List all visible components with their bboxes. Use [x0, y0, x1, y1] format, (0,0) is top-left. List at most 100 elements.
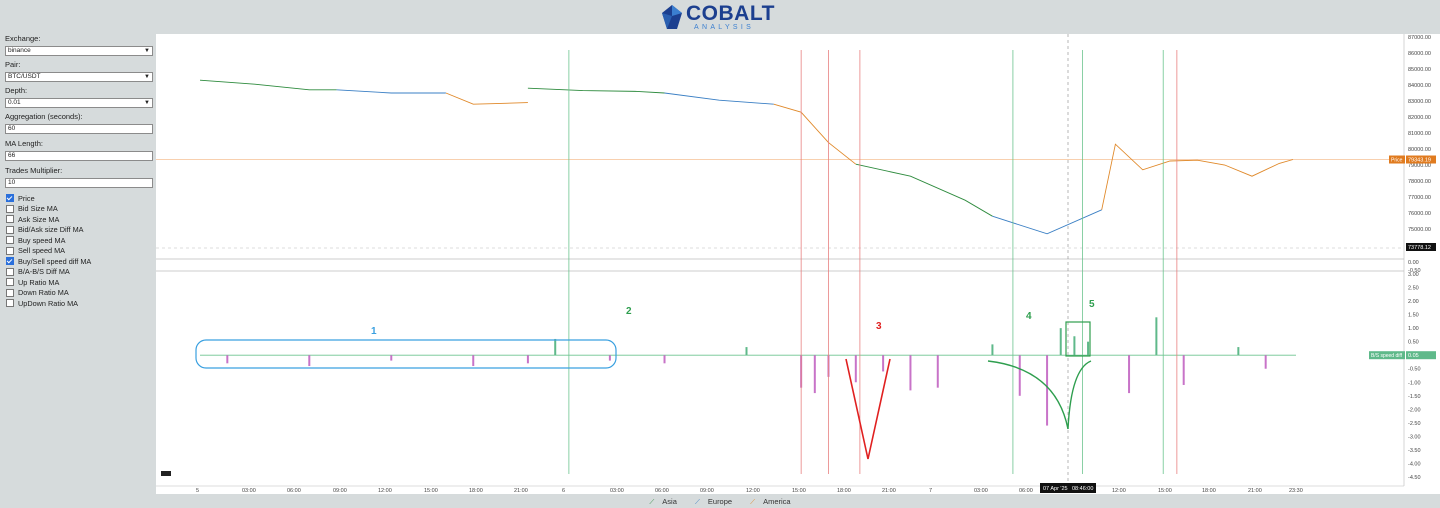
checkbox[interactable] [6, 204, 14, 213]
chevron-down-icon: ▼ [144, 48, 150, 54]
price-axis-tick: 77000.00 [1408, 195, 1431, 201]
indicator-bar [1073, 336, 1076, 356]
indicator-bar [991, 344, 994, 356]
indicator-label-badge [1369, 351, 1405, 360]
checkbox[interactable] [6, 225, 14, 234]
time-axis-tick: 15:00 [792, 488, 806, 494]
brand-name: COBALT [686, 2, 775, 25]
checkbox-row[interactable]: Bid Size MA [6, 204, 91, 215]
trades-multiplier-label: Trades Multiplier: [5, 166, 63, 175]
legend-label: America [763, 497, 791, 506]
checkbox-row[interactable]: Price [6, 193, 91, 204]
annotation-ellipse-1 [195, 339, 617, 369]
checkbox-row[interactable]: Buy speed MA [6, 235, 91, 246]
depth-select[interactable]: 0.01 ▼ [5, 98, 153, 108]
legend-item-europe[interactable]: ⟋ Europe [691, 497, 736, 506]
checkbox[interactable] [6, 236, 14, 245]
trades-multiplier-input[interactable]: 10 [5, 178, 153, 188]
time-axis-tick: 15:00 [424, 488, 438, 494]
checkbox[interactable] [6, 194, 14, 203]
time-axis-tick: 18:00 [469, 488, 483, 494]
checkbox-row[interactable]: B/A-B/S Diff MA [6, 267, 91, 278]
aggregation-field: Aggregation (seconds): 60 [5, 112, 153, 134]
indicator-bar [1087, 341, 1090, 356]
pair-select[interactable]: BTC/USDT ▼ [5, 72, 153, 82]
chart-area[interactable]: 87000.00 86000.00 85000.00 84000.00 83000.00… [156, 34, 1440, 494]
checkbox[interactable] [6, 278, 14, 287]
line-icon: ⟋ [649, 499, 655, 506]
exchange-select[interactable]: binance ▼ [5, 46, 153, 56]
checkbox[interactable] [6, 257, 14, 266]
annotation-curve [1067, 360, 1092, 430]
chevron-down-icon: ▼ [144, 100, 150, 106]
line-icon: ⟋ [694, 499, 700, 506]
checkbox-row[interactable]: Buy/Sell speed diff MA [6, 256, 91, 267]
indicator-axis-tick: -0.50 [1408, 367, 1421, 373]
pair-field: Pair: BTC/USDT ▼ [5, 60, 153, 82]
indicator-bar [936, 355, 939, 388]
checkbox-label: Bid Size MA [18, 204, 58, 214]
ma-length-input[interactable]: 66 [5, 151, 153, 161]
price-axis-tick: 86000.00 [1408, 51, 1431, 57]
time-axis-tick: 06:00 [1019, 488, 1033, 494]
legend-item-asia[interactable]: ⟋ Asia [645, 497, 681, 506]
checkbox[interactable] [6, 288, 14, 297]
price-label: Price [1391, 158, 1403, 164]
indicator-bar [1182, 355, 1185, 385]
checkbox-row[interactable]: Bid/Ask size Diff MA [6, 225, 91, 236]
checkbox[interactable] [6, 299, 14, 308]
price-axis-tick: 75000.00 [1408, 227, 1431, 233]
legend-item-america[interactable]: ⟋ America [746, 497, 794, 506]
indicator-bar [882, 355, 885, 372]
time-axis-tick: 18:00 [1202, 488, 1216, 494]
checkbox-row[interactable]: Down Ratio MA [6, 288, 91, 299]
checkbox-row[interactable]: Ask Size MA [6, 214, 91, 225]
checkbox-row[interactable]: Sell speed MA [6, 246, 91, 257]
checkbox-row[interactable]: UpDown Ratio MA [6, 298, 91, 309]
indicator-bar [472, 355, 475, 367]
indicator-axis-tick: 3.00 [1408, 272, 1419, 278]
indicator-value-badge [1406, 351, 1436, 360]
checkbox[interactable] [6, 215, 14, 224]
indicator-label: B/S speed diff [1371, 353, 1403, 359]
pair-value: BTC/USDT [8, 73, 41, 80]
exchange-label: Exchange: [5, 34, 41, 43]
price-axis-tick: 80000.00 [1408, 147, 1431, 153]
price-axis-tick: 83000.00 [1408, 99, 1431, 105]
indicator-axis-tick: 2.00 [1408, 299, 1419, 305]
crosshair-time-badge [1040, 483, 1096, 493]
checkbox[interactable] [6, 267, 14, 276]
time-axis-tick: 03:00 [974, 488, 988, 494]
tradingview-logo-icon [161, 471, 171, 476]
brand-subtitle: ANALYSIS [694, 24, 755, 31]
crosshair-date: 07 Apr '25 [1043, 486, 1068, 492]
price-axis-tick: 82000.00 [1408, 115, 1431, 121]
indicator-axis-tick: -1.50 [1408, 394, 1421, 400]
crosshair-time: 08:46:00 [1072, 486, 1093, 492]
checkbox-label: Buy speed MA [18, 235, 66, 245]
annotation-label: 4 [1026, 311, 1032, 322]
indicator-axis-tick: -3.50 [1408, 448, 1421, 454]
time-axis-tick: 5 [196, 488, 199, 494]
checkbox[interactable] [6, 246, 14, 255]
chart-svg[interactable]: 87000.00 86000.00 85000.00 84000.00 83000.00… [156, 34, 1440, 494]
time-axis-tick: 21:00 [514, 488, 528, 494]
time-axis-tick: 09:00 [333, 488, 347, 494]
depth-value: 0.01 [8, 99, 21, 106]
checkbox-label: UpDown Ratio MA [18, 298, 79, 308]
checkbox-label: Ask Size MA [18, 214, 60, 224]
time-axis-tick: 23:30 [1289, 488, 1303, 494]
annotation-label: 3 [876, 321, 882, 332]
chevron-down-icon: ▼ [144, 74, 150, 80]
indicator-bar [226, 355, 229, 364]
checkbox-row[interactable]: Up Ratio MA [6, 277, 91, 288]
indicator-axis-tick: -4.00 [1408, 461, 1421, 467]
price-axis-tick: 78000.00 [1408, 179, 1431, 185]
upper-indicator-axis-tick: 0.00 [1408, 260, 1419, 266]
time-axis-tick: 09:00 [700, 488, 714, 494]
indicator-bar [813, 355, 816, 394]
ma-length-field: MA Length: 66 [5, 139, 153, 161]
aggregation-input[interactable]: 60 [5, 124, 153, 134]
pair-label: Pair: [5, 60, 21, 69]
indicator-bar [308, 355, 311, 367]
